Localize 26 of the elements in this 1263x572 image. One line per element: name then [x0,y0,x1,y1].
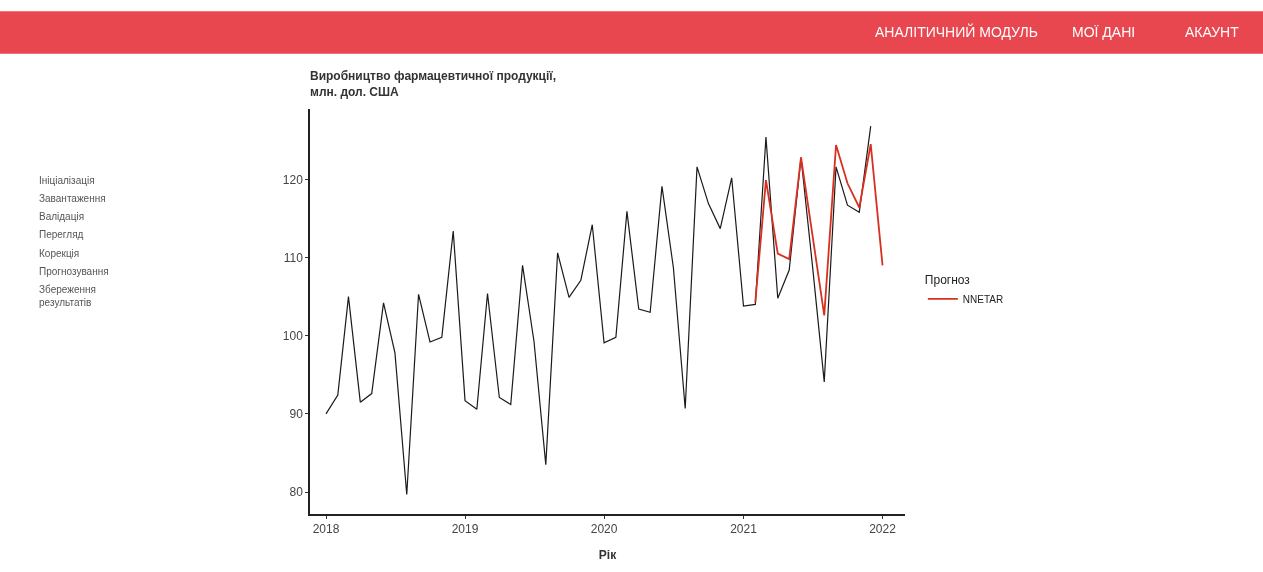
text: Ініціалізація [39,175,95,186]
x-tick-label: 2021 [730,522,758,537]
text: Корекція [39,248,80,259]
legend-title: Прогноз [924,273,971,288]
text: Перегляд [39,229,84,240]
y-tick-label: 110 [283,250,304,265]
line-series [325,125,872,496]
x-tick-label: 2019 [451,522,479,537]
x-tick-label: 2018 [312,522,340,537]
line-series [754,143,884,317]
text: Збереження результатів [39,284,96,308]
text: МОЇ ДАНІ [1072,24,1136,40]
legend-label: NNETAR [962,293,1004,305]
y-tick-label: 80 [289,485,304,500]
y-tick-label: 100 [282,328,304,343]
x-tick-label: 2020 [590,522,618,537]
text: АНАЛІТИЧНИЙ МОДУЛЬ [875,23,1038,40]
text: АКАУНТ [1185,24,1240,40]
y-tick-label: 90 [289,407,304,422]
text: Валідація [39,211,85,222]
text: Прогнозування [39,266,109,277]
x-axis-title: Рік [598,547,618,562]
x-tick-label: 2022 [869,522,897,537]
text: Завантаження [39,193,106,204]
y-tick-label: 120 [282,172,304,187]
chart-title: Виробництво фармацевтичної продукції, млн. дол. США [310,69,557,99]
